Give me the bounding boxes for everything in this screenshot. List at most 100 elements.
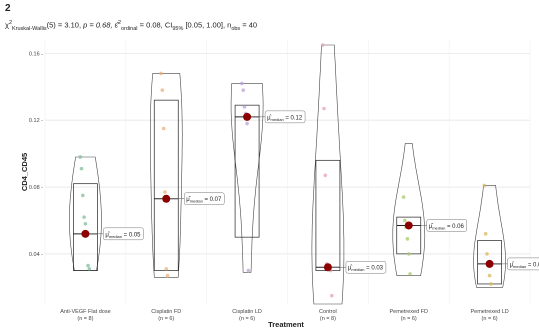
data-point: [164, 267, 169, 271]
data-point: [323, 173, 328, 178]
p-value: p = 0.68,: [83, 20, 115, 30]
data-point: [161, 126, 166, 131]
median-sub: median: [109, 234, 122, 239]
median-sub: median: [432, 225, 445, 230]
group-control: μ̂median = 0.03: [311, 43, 387, 305]
group-cisplatin-fd: μ̂median = 0.07: [150, 71, 225, 278]
median-label-box: [184, 192, 225, 205]
test-value: (5) = 3.10,: [46, 20, 84, 30]
violin-outline: [473, 185, 506, 288]
ci-sub: 95%: [172, 26, 184, 32]
violin-outline: [230, 83, 264, 273]
median-label: μ̂median = 0.06: [429, 224, 465, 231]
x-tick-label: Cisplatin FD: [151, 309, 181, 315]
median-symbol: μ̂: [348, 266, 352, 272]
data-point: [487, 273, 492, 278]
median-value: = 0.05: [122, 232, 141, 238]
data-point: [489, 282, 493, 286]
data-point: [401, 195, 406, 199]
data-point: [241, 88, 245, 92]
median-value: = 0.06: [445, 224, 464, 230]
median-value: = 0.03: [365, 266, 384, 272]
median-symbol: μ̂: [186, 197, 190, 203]
data-point: [242, 105, 247, 109]
median-value: = 0.07: [203, 197, 222, 203]
median-point: [485, 259, 494, 268]
data-point: [240, 81, 244, 86]
y-tick-label: 0.12 -: [29, 118, 43, 124]
x-tick-label: Pemetrexed FD: [389, 309, 428, 315]
x-axis-title: Treatment: [268, 320, 304, 329]
median-value: = 0.03: [526, 262, 539, 268]
violin-outline: [150, 73, 183, 278]
epsilon-value: = 0.08, CI: [137, 20, 173, 30]
chi-sub: Kruskal-Wallis: [12, 26, 47, 32]
data-point: [245, 121, 249, 126]
box: [234, 104, 260, 238]
x-tick-count: (n = 8): [320, 316, 336, 322]
data-point: [163, 190, 167, 194]
median-point: [243, 112, 252, 121]
median-symbol: μ̂: [429, 224, 433, 230]
y-axis-title: CD4_CD45: [20, 153, 29, 191]
median-symbol: μ̂: [267, 115, 271, 121]
data-point: [159, 71, 163, 76]
x-tick-label: Control: [319, 309, 337, 315]
data-point: [406, 252, 411, 256]
data-point: [78, 155, 83, 159]
n-sub: obs: [231, 26, 241, 32]
median-point: [162, 194, 171, 203]
box: [73, 183, 98, 271]
data-point: [330, 293, 334, 298]
median-sub: median: [351, 267, 364, 272]
grid-lines: [44, 40, 531, 304]
y-tick-labels: 0.04 - 0.08 - 0.12 - 0.16 -: [29, 51, 43, 258]
x-tick-count: (n = 6): [401, 316, 417, 322]
median-label: μ̂median = 0.03: [510, 262, 539, 269]
group-cisplatin-ld: μ̂median = 0.12: [230, 81, 306, 273]
data-point: [485, 252, 489, 256]
data-point: [165, 273, 170, 278]
median-sub: median: [271, 117, 284, 122]
data-point: [81, 193, 85, 198]
median-sub: median: [513, 264, 526, 269]
y-tick-label: 0.08 -: [29, 185, 43, 191]
chi-symbol: χ: [5, 20, 9, 30]
median-label: μ̂median = 0.07: [186, 197, 222, 204]
median-symbol: μ̂: [510, 262, 514, 268]
epsilon-sub: ordinal: [121, 26, 138, 32]
x-tick-label: Anti-VEGF Flat dose: [60, 309, 110, 315]
chart-groups: μ̂median = 0.05μ̂median = 0.07μ̂median =…: [69, 43, 539, 305]
data-point: [320, 43, 325, 47]
data-point: [86, 263, 90, 268]
data-point: [408, 272, 412, 276]
median-label: μ̂median = 0.12: [267, 115, 303, 122]
ci-value: [0.05, 1.00], n: [183, 20, 232, 30]
x-tick-count: (n = 6): [239, 316, 255, 322]
data-point: [483, 232, 488, 236]
panel-tag: 2: [5, 3, 11, 14]
median-point: [323, 263, 332, 272]
x-tick-count: (n = 6): [158, 316, 174, 322]
x-tick-labels: Anti-VEGF Flat dose(n = 8)Cisplatin FD(n…: [60, 309, 509, 322]
group-anti-vegf-flat-dose: μ̂median = 0.05: [69, 155, 144, 271]
epsilon-sup: 2: [117, 20, 122, 26]
x-tick-label: Pemetrexed LD: [470, 309, 508, 315]
median-label-box: [103, 227, 144, 241]
data-point: [83, 221, 88, 226]
data-point: [87, 267, 92, 271]
data-point: [403, 218, 407, 223]
median-label: μ̂median = 0.05: [105, 232, 141, 239]
violin-outline: [69, 156, 102, 271]
group-pemetrexed-fd: μ̂median = 0.06: [392, 143, 467, 276]
epsilon-symbol: ε̂: [114, 20, 118, 30]
median-point: [404, 221, 413, 230]
data-point: [405, 237, 410, 241]
median-value: = 0.12: [284, 115, 303, 121]
median-label-box: [507, 257, 539, 271]
median-point: [81, 229, 90, 238]
data-point: [322, 106, 326, 111]
median-label: μ̂median = 0.03: [348, 266, 384, 273]
median-label-box: [264, 110, 306, 124]
